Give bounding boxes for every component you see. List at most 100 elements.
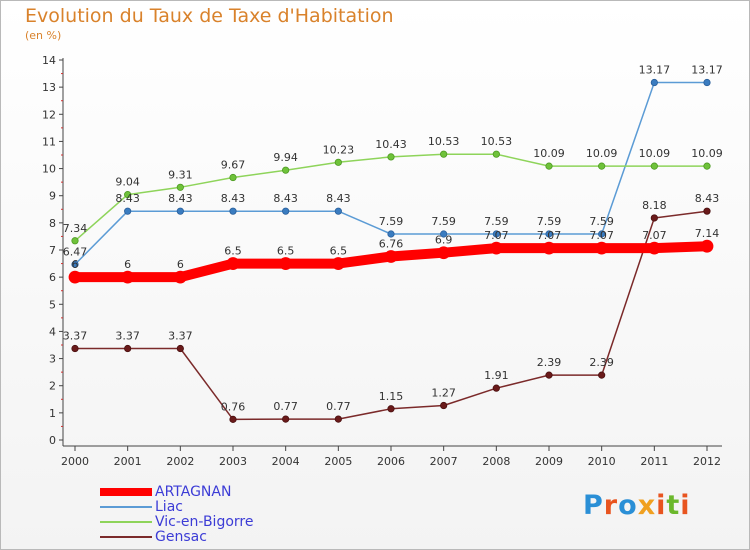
legend-label: ARTAGNAN bbox=[155, 484, 232, 500]
data-point bbox=[545, 230, 553, 238]
y-tick-label: 0 bbox=[49, 434, 56, 447]
logo-letter: x bbox=[637, 490, 657, 521]
data-point bbox=[545, 162, 553, 170]
legend-item: Gensac bbox=[100, 529, 360, 545]
data-point bbox=[542, 241, 556, 255]
data-point bbox=[545, 371, 553, 379]
data-point bbox=[331, 257, 345, 270]
data-label: 6 bbox=[124, 258, 131, 271]
legend-label: Gensac bbox=[155, 529, 207, 545]
data-point bbox=[229, 415, 237, 423]
data-label: 0.76 bbox=[221, 400, 246, 413]
data-label: 0.77 bbox=[273, 400, 298, 413]
data-label: 8.43 bbox=[115, 192, 140, 205]
data-point bbox=[176, 183, 184, 191]
data-label: 1.15 bbox=[379, 390, 404, 403]
data-point bbox=[650, 214, 658, 222]
data-point bbox=[124, 344, 132, 353]
data-point bbox=[71, 237, 79, 245]
data-point bbox=[229, 207, 237, 215]
legend-item: Vic-en-Bigorre bbox=[100, 514, 360, 530]
data-point bbox=[279, 257, 293, 270]
data-point bbox=[173, 270, 187, 284]
y-tick-label: 1 bbox=[49, 407, 56, 420]
y-tick-label: 6 bbox=[49, 271, 56, 284]
x-tick-label: 2007 bbox=[430, 455, 458, 468]
proxiti-logo: Proxiti bbox=[583, 490, 691, 521]
data-point bbox=[492, 150, 500, 158]
data-point bbox=[334, 207, 342, 215]
data-label: 10.43 bbox=[375, 138, 407, 151]
x-tick-label: 2012 bbox=[693, 455, 721, 468]
data-label: 10.09 bbox=[533, 147, 565, 160]
data-label: 13.17 bbox=[691, 64, 723, 77]
data-point bbox=[595, 241, 609, 255]
y-tick-label: 3 bbox=[49, 353, 56, 366]
data-point bbox=[387, 405, 395, 413]
data-label: 10.53 bbox=[481, 135, 513, 148]
data-label: 6.47 bbox=[63, 245, 88, 258]
data-point bbox=[598, 230, 606, 238]
data-point bbox=[282, 207, 290, 215]
x-tick-label: 2000 bbox=[61, 455, 89, 468]
x-tick-label: 2008 bbox=[482, 455, 510, 468]
data-point bbox=[229, 173, 237, 182]
data-point bbox=[650, 162, 658, 170]
data-label: 6.5 bbox=[277, 245, 295, 258]
data-point bbox=[124, 207, 132, 215]
logo-letter: o bbox=[618, 490, 638, 521]
legend-swatch bbox=[100, 536, 152, 538]
data-point bbox=[492, 384, 500, 392]
data-label: 7.07 bbox=[484, 229, 509, 242]
y-tick-label: 9 bbox=[49, 190, 56, 203]
series-layer bbox=[68, 78, 714, 423]
data-point bbox=[124, 191, 132, 199]
data-label: 7.07 bbox=[537, 229, 562, 242]
logo-letter: i bbox=[680, 490, 691, 521]
data-label: 7.59 bbox=[537, 215, 562, 228]
data-label: 7.59 bbox=[589, 215, 614, 228]
data-label: 3.37 bbox=[63, 330, 88, 343]
data-point bbox=[598, 371, 606, 379]
x-tick-label: 2002 bbox=[166, 455, 194, 468]
x-tick-label: 2010 bbox=[588, 455, 616, 468]
x-tick-label: 2005 bbox=[324, 455, 352, 468]
legend-item: ARTAGNAN bbox=[100, 484, 360, 500]
data-point bbox=[282, 166, 290, 174]
logo-letter: t bbox=[666, 490, 681, 521]
x-tick-label: 2003 bbox=[219, 455, 247, 468]
data-label: 10.09 bbox=[586, 147, 618, 160]
y-tick-label: 2 bbox=[49, 380, 56, 393]
data-point bbox=[700, 239, 714, 253]
data-label: 10.09 bbox=[691, 147, 723, 160]
data-point bbox=[334, 415, 342, 423]
data-point bbox=[176, 207, 184, 215]
data-point bbox=[703, 162, 711, 170]
data-point bbox=[121, 270, 135, 284]
y-tick-label: 4 bbox=[49, 325, 56, 338]
x-tick-label: 2009 bbox=[535, 455, 563, 468]
data-label: 10.23 bbox=[323, 143, 355, 156]
data-label: 2.39 bbox=[537, 356, 562, 369]
data-label: 8.43 bbox=[221, 192, 246, 205]
data-point bbox=[68, 270, 82, 284]
data-label: 10.53 bbox=[428, 135, 460, 148]
data-label: 0.77 bbox=[326, 400, 351, 413]
y-tick-label: 11 bbox=[42, 135, 56, 148]
x-tick-label: 2011 bbox=[640, 455, 668, 468]
data-point bbox=[71, 260, 79, 268]
data-point bbox=[703, 207, 711, 215]
y-tick-label: 14 bbox=[42, 54, 56, 67]
data-label: 8.43 bbox=[273, 192, 298, 205]
legend-swatch bbox=[100, 506, 152, 508]
data-label: 7.34 bbox=[63, 222, 88, 235]
x-tick-label: 2001 bbox=[114, 455, 142, 468]
data-label: 8.43 bbox=[168, 192, 193, 205]
data-label: 9.94 bbox=[273, 151, 298, 164]
data-label: 7.14 bbox=[695, 227, 720, 240]
data-point bbox=[492, 230, 500, 238]
legend-label: Liac bbox=[155, 499, 183, 515]
data-label: 7.59 bbox=[431, 215, 456, 228]
data-label: 7.59 bbox=[379, 215, 404, 228]
